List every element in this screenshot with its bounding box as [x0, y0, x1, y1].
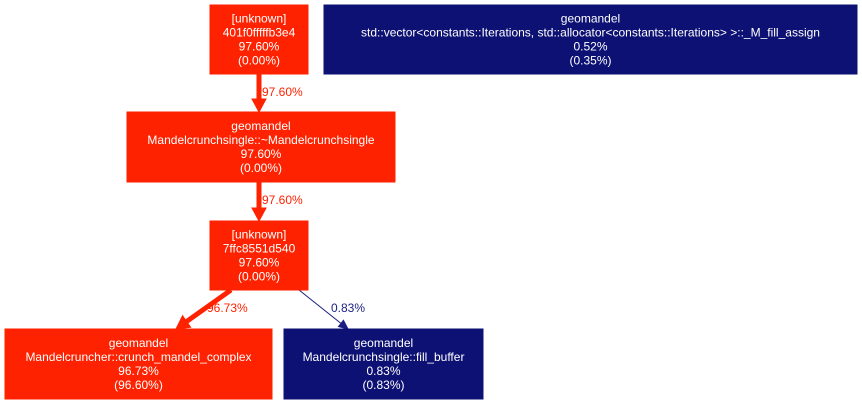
node-module-label: [unknown]	[232, 12, 287, 26]
node-inclusive-percent: 0.83%	[366, 364, 400, 378]
edge-arrowhead	[337, 319, 349, 330]
edge-n4-to-n6: 0.83%	[298, 289, 365, 330]
node-inclusive-percent: 96.73%	[118, 364, 159, 378]
edge-label: 96.73%	[207, 301, 248, 315]
node-module-label: geomandel	[231, 119, 290, 133]
edge-label: 97.60%	[262, 85, 303, 99]
node-n2[interactable]: geomandelstd::vector<constants::Iteratio…	[323, 4, 858, 75]
node-self-percent: (0.83%)	[362, 378, 404, 392]
node-self-percent: (0.00%)	[240, 161, 282, 175]
node-self-percent: (0.00%)	[238, 54, 280, 68]
node-box	[323, 4, 858, 75]
edge-n3-to-n4: 97.60%	[251, 182, 303, 223]
edge-label: 97.60%	[262, 193, 303, 207]
node-inclusive-percent: 97.60%	[239, 256, 280, 270]
edge-line	[298, 289, 342, 324]
node-n3[interactable]: geomandelMandelcrunchsingle::~Mandelcrun…	[126, 111, 396, 183]
node-box	[209, 4, 309, 75]
node-self-percent: (0.00%)	[238, 270, 280, 284]
node-inclusive-percent: 0.52%	[573, 40, 607, 54]
node-module-label: geomandel	[561, 12, 620, 26]
node-n5[interactable]: geomandelMandelcruncher::crunch_mandel_c…	[4, 328, 273, 400]
node-function-label: Mandelcrunchsingle::fill_buffer	[303, 350, 465, 364]
node-function-label: std::vector<constants::Iterations, std::…	[361, 26, 820, 40]
edge-arrowhead	[251, 207, 267, 223]
edge-arrowhead	[175, 314, 192, 330]
edge-arrowhead	[251, 98, 267, 114]
node-self-percent: (0.35%)	[569, 54, 611, 68]
edge-label: 0.83%	[331, 301, 365, 315]
node-box	[4, 328, 273, 400]
node-function-label: 401f0fffffb3e4	[223, 26, 296, 40]
node-self-percent: (96.60%)	[114, 378, 163, 392]
node-module-label: [unknown]	[232, 228, 287, 242]
node-inclusive-percent: 97.60%	[241, 147, 282, 161]
edge-line	[185, 287, 233, 324]
node-inclusive-percent: 97.60%	[239, 40, 280, 54]
edge-n1-to-n3: 97.60%	[251, 74, 303, 114]
node-function-label: Mandelcrunchsingle::~Mandelcrunchsingle	[147, 133, 374, 147]
node-module-label: geomandel	[109, 336, 168, 350]
node-box	[283, 328, 484, 400]
node-n6[interactable]: geomandelMandelcrunchsingle::fill_buffer…	[283, 328, 484, 400]
edge-n4-to-n5: 96.73%	[175, 287, 248, 330]
node-function-label: 7ffc8551d540	[223, 242, 296, 256]
node-module-label: geomandel	[354, 336, 413, 350]
node-function-label: Mandelcruncher::crunch_mandel_complex	[25, 350, 251, 364]
node-box	[209, 220, 309, 291]
node-box	[126, 111, 396, 183]
